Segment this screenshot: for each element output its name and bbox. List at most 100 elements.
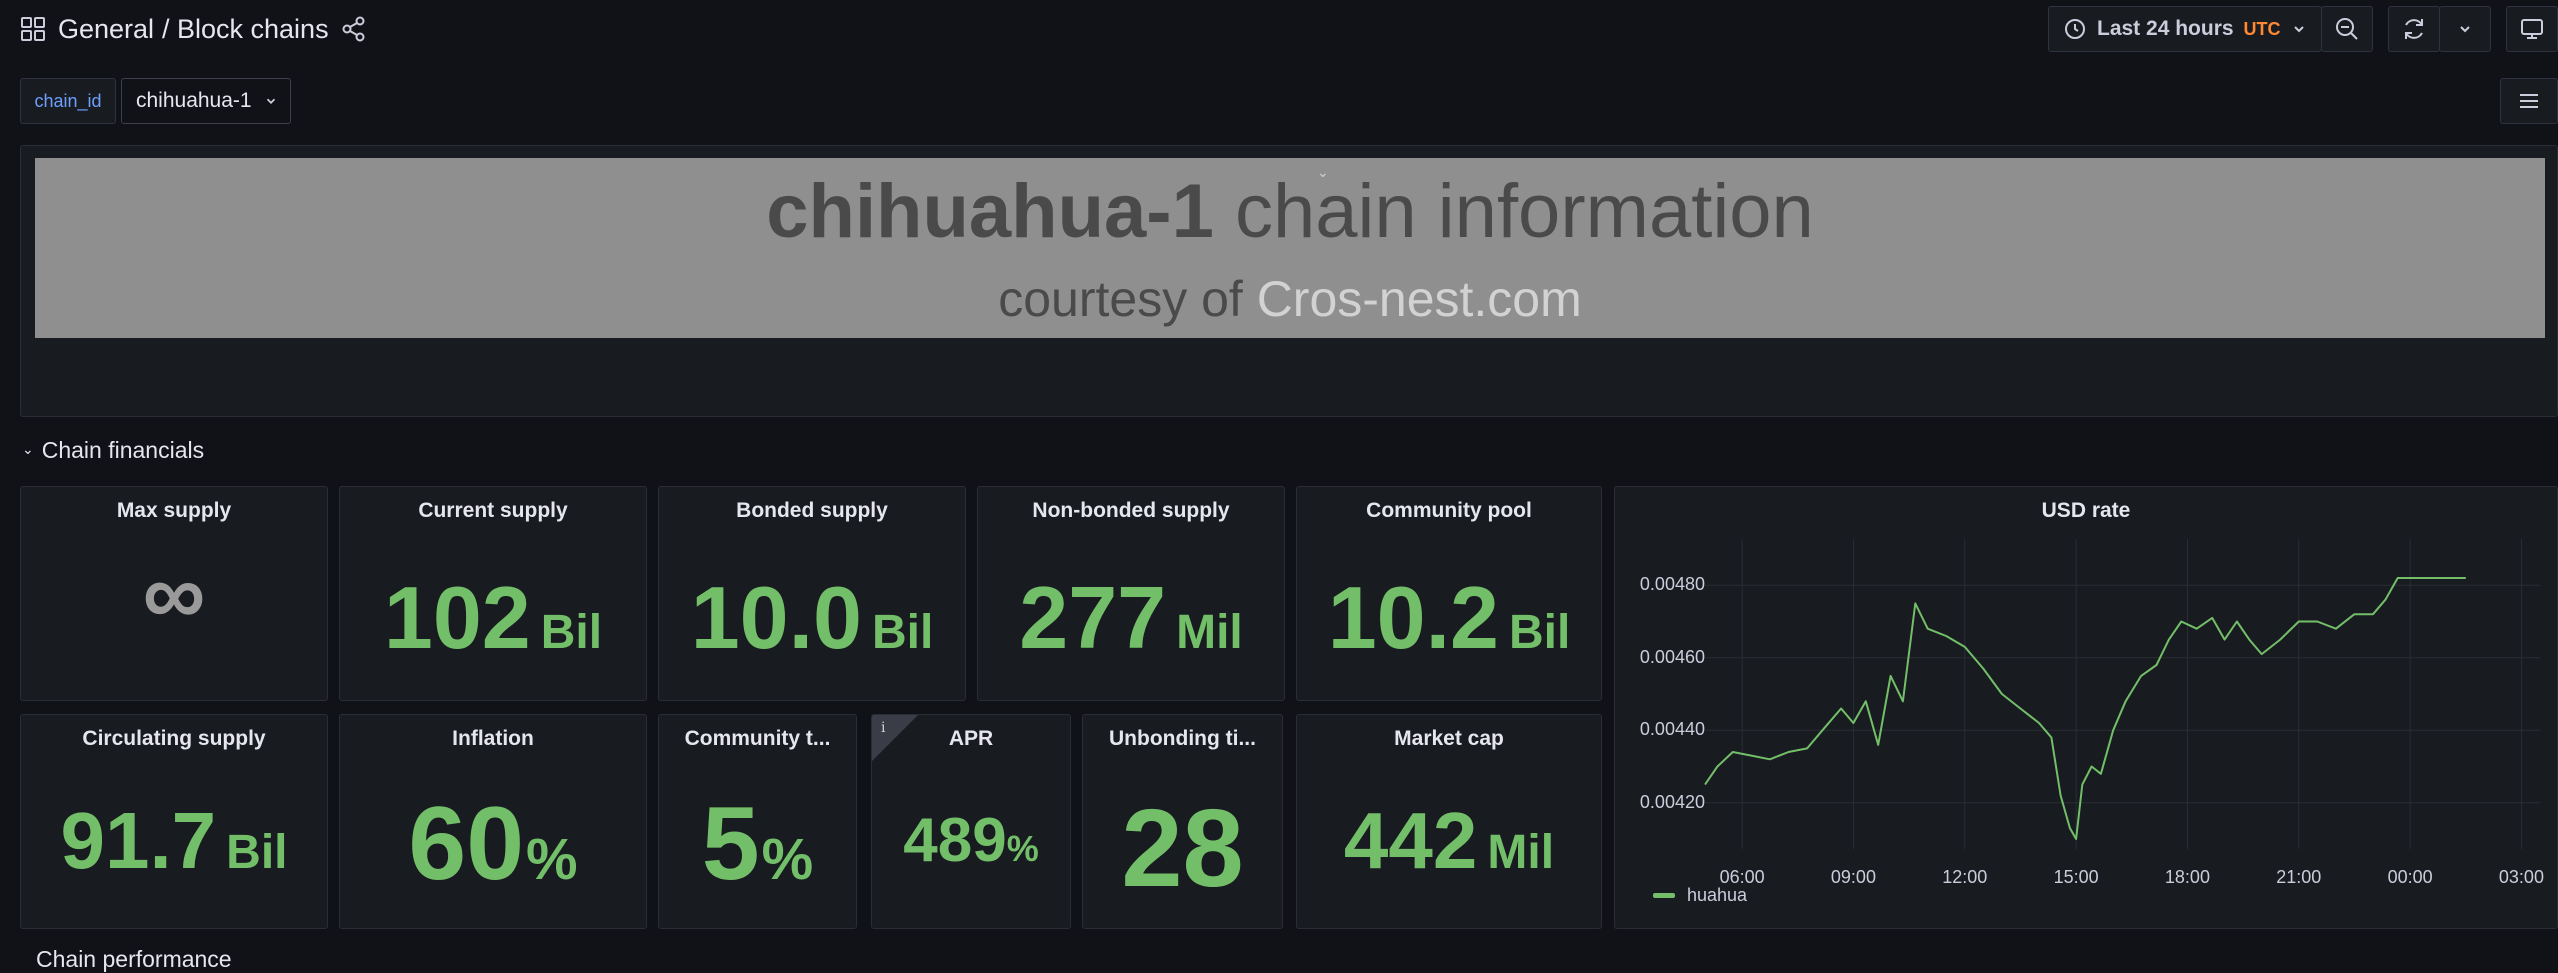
info-corner[interactable] [872, 715, 918, 761]
clock-icon [2065, 19, 2085, 39]
refresh-button[interactable] [2388, 6, 2440, 52]
row-chain-financials[interactable]: ⌄ Chain financials [22, 437, 204, 464]
x-tick-label: 15:00 [2053, 867, 2099, 887]
chain-id-value: chihuahua-1 [136, 89, 252, 112]
panel-community-pool: Community pool 10.2 Bil [1296, 486, 1602, 701]
x-tick-label: 12:00 [1942, 867, 1988, 887]
y-tick-label: 0.00480 [1639, 574, 1705, 595]
panel-title: USD rate [2041, 499, 2131, 522]
monitor-icon [2521, 19, 2543, 39]
cros-nest-link[interactable]: Cros-nest.com [1256, 271, 1582, 327]
y-tick-label: 0.00420 [1639, 791, 1705, 812]
chain-info-banner: chihuahua-1 chain information courtesy o… [35, 158, 2545, 338]
timezone-label: UTC [2243, 18, 2281, 39]
stat-line: 91.7 Bil [21, 795, 327, 887]
banner-title: chihuahua-1 chain information [35, 168, 2545, 255]
time-range-picker[interactable]: Last 24 hours UTC [2048, 6, 2322, 52]
panel-title: Bonded supply [736, 499, 888, 522]
banner-chain-name: chihuahua-1 [766, 169, 1214, 254]
share-icon[interactable] [341, 16, 367, 42]
stat-value: 60 [408, 786, 525, 902]
stat-value: 102 [383, 568, 531, 667]
stat-line: 10.0 Bil [659, 567, 965, 669]
stat-line: 10.2 Bil [1297, 567, 1601, 669]
breadcrumb-folder[interactable]: General [58, 14, 155, 44]
banner-subtitle: courtesy of Cros-nest.com [35, 270, 2545, 328]
chevron-down-icon: ⌄ [22, 441, 34, 457]
chain-info-text-panel: chihuahua-1 chain information courtesy o… [20, 145, 2558, 417]
banner-subtitle-prefix: courtesy of [998, 271, 1257, 327]
stat-unit: Mil [1176, 606, 1243, 659]
panel-title: Max supply [116, 499, 232, 522]
dashboard-menu-button[interactable] [2500, 78, 2558, 124]
chevron-down-icon [266, 98, 275, 104]
stat-value: 10.0 [690, 568, 862, 667]
panel-max-supply: Max supply ∞ [20, 486, 328, 701]
y-tick-label: 0.00460 [1639, 646, 1705, 667]
legend-swatch [1653, 893, 1675, 898]
zoom-out-button[interactable] [2321, 6, 2373, 52]
stat-line: 442 Mil [1297, 795, 1601, 887]
x-tick-label: 06:00 [1719, 867, 1765, 887]
stat-value: 277 [1019, 568, 1167, 667]
stat-line: 102 Bil [340, 567, 646, 669]
series-line-huahua[interactable] [1704, 577, 2466, 840]
panel-apr: i APR 489% [871, 714, 1071, 929]
refresh-interval-dropdown[interactable] [2439, 6, 2491, 52]
panel-circulating-supply: Circulating supply 91.7 Bil [20, 714, 328, 929]
panel-title: Current supply [418, 499, 568, 522]
time-range-label: Last 24 hours [2097, 17, 2234, 40]
stat-value: ∞ [142, 544, 206, 643]
variable-label: chain_id [20, 78, 116, 124]
usd-rate-chart[interactable] [1615, 529, 2558, 929]
stat-unit: % [1006, 828, 1039, 869]
y-tick-label: 0.00440 [1639, 719, 1705, 740]
panel-title: Circulating supply [82, 727, 266, 750]
x-tick-label: 21:00 [2276, 867, 2322, 887]
panel-inflation: Inflation 60% [339, 714, 647, 929]
stat-value: 442 [1343, 796, 1478, 885]
chevron-down-icon [2460, 26, 2470, 33]
panel-market-cap: Market cap 442 Mil [1296, 714, 1602, 929]
panel-title: Inflation [452, 727, 534, 750]
panel-current-supply: Current supply 102 Bil [339, 486, 647, 701]
stat-value: 91.7 [60, 796, 217, 885]
refresh-icon [2405, 19, 2423, 39]
stat-value: 10.2 [1327, 568, 1499, 667]
x-tick-label: 18:00 [2164, 867, 2210, 887]
panel-title: Community pool [1366, 499, 1532, 522]
stat-line: 489% [872, 805, 1070, 876]
chevron-down-icon: ⌄ [1317, 164, 1329, 180]
chain-id-select[interactable]: chihuahua-1 [121, 78, 291, 124]
panel-title: Community t... [684, 727, 831, 750]
row-title-label: Chain financials [41, 437, 205, 463]
stat-line: 60% [340, 785, 646, 904]
apps-icon[interactable] [20, 16, 46, 42]
panel-non-bonded-supply: Non-bonded supply 277 Mil [977, 486, 1285, 701]
x-tick-label: 03:00 [2498, 867, 2544, 887]
panel-title: Unbonding ti... [1109, 727, 1256, 750]
panel-unbonding-time: Unbonding ti... 28 [1082, 714, 1283, 929]
x-tick-label: 09:00 [1830, 867, 1876, 887]
legend-label: huahua [1687, 885, 1748, 905]
panel-bonded-supply: Bonded supply 10.0 Bil [658, 486, 966, 701]
stat-line: 5% [659, 785, 856, 904]
info-icon[interactable]: i [881, 720, 886, 736]
chart-legend[interactable]: huahua [1653, 885, 1747, 906]
menu-icon [2520, 94, 2538, 108]
stat-unit: % [526, 827, 578, 892]
stat-unit: Mil [1487, 826, 1555, 879]
stat-unit: Bil [226, 826, 288, 879]
stat-unit: % [761, 827, 814, 892]
panel-title: Market cap [1394, 727, 1504, 750]
x-tick-label: 00:00 [2387, 867, 2433, 887]
breadcrumb-dashboard[interactable]: / Block chains [162, 14, 329, 44]
chevron-down-icon [2293, 26, 2304, 33]
stat-unit: Bil [1508, 606, 1571, 659]
banner-title-rest: chain information [1213, 169, 1814, 254]
tv-mode-button[interactable] [2506, 6, 2558, 52]
panel-community-tax: Community t... 5% [658, 714, 857, 929]
stat-value: 489 [903, 806, 1007, 875]
top-navbar: General / Block chains Last 24 hours UTC [0, 0, 2558, 62]
stat-line: 277 Mil [978, 567, 1284, 669]
